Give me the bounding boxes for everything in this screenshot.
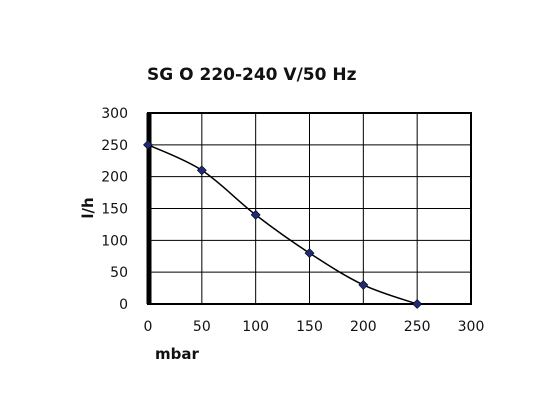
y-tick-label: 200 xyxy=(101,170,128,186)
data-points xyxy=(143,139,423,309)
y-tick-label: 0 xyxy=(119,297,128,313)
data-point-marker xyxy=(304,248,315,258)
data-point-marker xyxy=(143,139,153,150)
x-tick-label: 300 xyxy=(458,319,485,335)
x-axis-label: mbar xyxy=(155,345,199,363)
y-tick-label: 100 xyxy=(101,233,128,249)
y-axis-label: l/h xyxy=(79,197,97,218)
y-tick-labels: 0 50 100 150 200 250 300 xyxy=(101,106,128,313)
chart-title: SG O 220-240 V/50 Hz xyxy=(147,65,357,85)
data-point-marker xyxy=(196,165,207,176)
data-point-marker xyxy=(358,279,369,290)
y-tick-label: 150 xyxy=(101,202,128,218)
x-tick-label: 150 xyxy=(296,319,323,335)
data-point-marker xyxy=(250,209,261,220)
x-tick-label: 250 xyxy=(404,319,431,335)
y-tick-label: 250 xyxy=(101,138,128,154)
x-tick-label: 50 xyxy=(193,319,211,335)
x-tick-label: 100 xyxy=(242,319,269,335)
data-point-marker xyxy=(412,299,423,309)
y-tick-label: 300 xyxy=(101,106,128,122)
grid-lines xyxy=(148,113,471,304)
x-tick-labels: 0 50 100 150 200 250 300 xyxy=(144,319,485,335)
x-tick-label: 0 xyxy=(144,319,153,335)
y-tick-label: 50 xyxy=(110,265,128,281)
x-tick-label: 200 xyxy=(350,319,377,335)
series-line xyxy=(147,144,418,305)
